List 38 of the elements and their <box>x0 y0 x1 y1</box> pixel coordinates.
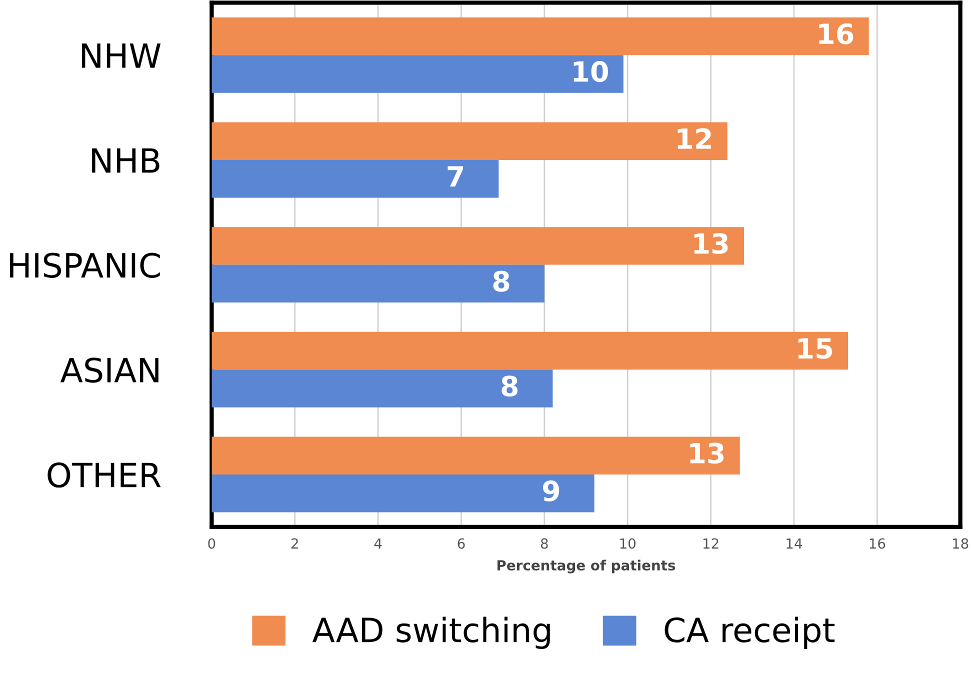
data-label: 10 <box>574 61 608 82</box>
x-tick-label: 2 <box>291 538 298 549</box>
bar <box>212 370 553 408</box>
data-label: 8 <box>493 270 510 292</box>
bar <box>212 332 848 370</box>
data-label: 13 <box>694 232 728 254</box>
bar <box>212 436 740 474</box>
bar <box>212 122 728 160</box>
x-axis-title: Percentage of patients <box>498 560 676 574</box>
data-label: 16 <box>819 23 854 44</box>
y-tick-label: NHB <box>92 148 160 173</box>
x-tick-label: 16 <box>870 538 886 549</box>
data-label: 8 <box>502 376 518 397</box>
bar <box>212 474 594 512</box>
data-label: 15 <box>798 338 832 359</box>
bar <box>212 227 744 265</box>
bar <box>212 264 544 303</box>
x-tick-label: 14 <box>786 538 802 549</box>
y-tick-label: NHW <box>82 43 161 68</box>
data-label: 9 <box>542 480 560 502</box>
bar <box>212 17 869 56</box>
legend-label: AAD switching <box>312 616 550 649</box>
x-tick-label: 12 <box>703 538 718 549</box>
x-tick-label: 0 <box>208 538 216 549</box>
y-tick-label: HISPANIC <box>10 252 160 278</box>
legend-label: CA receipt <box>664 616 835 649</box>
bar <box>212 55 624 93</box>
data-label: 13 <box>690 442 724 464</box>
data-label: 7 <box>448 166 463 187</box>
x-tick-label: 8 <box>540 538 548 549</box>
bar <box>212 160 499 198</box>
y-tick-label: ASIAN <box>60 358 158 383</box>
x-tick-label: 18 <box>953 538 968 549</box>
x-tick-label: 6 <box>458 538 465 549</box>
data-label: 12 <box>678 128 711 149</box>
x-tick-label: 4 <box>374 538 382 549</box>
x-tick-label: 10 <box>620 538 636 549</box>
y-tick-label: OTHER <box>48 462 161 488</box>
